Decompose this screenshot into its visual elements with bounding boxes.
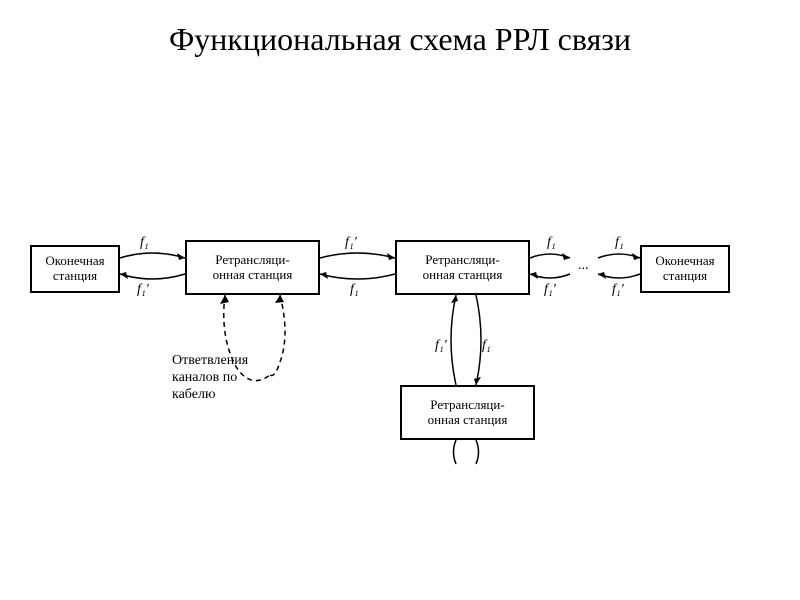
- node-relay-1: Ретрансляци-онная станция: [185, 240, 320, 295]
- branch-annotation: Ответвленияканалов покабелю: [172, 353, 248, 403]
- ellipsis: ...: [578, 258, 589, 274]
- freq-l2-top: f₁′: [345, 235, 357, 251]
- diagram-svg: [0, 0, 800, 600]
- node-relay-2: Ретрансляци-онная станция: [395, 240, 530, 295]
- freq-l4-bot: f₁′: [612, 282, 624, 298]
- freq-l3-top: f₁: [547, 235, 556, 251]
- node-terminal-right: Оконечнаястанция: [640, 245, 730, 293]
- freq-l3-bot: f₁′: [544, 282, 556, 298]
- node-terminal-left: Оконечнаястанция: [30, 245, 120, 293]
- freq-l4-top: f₁: [615, 235, 624, 251]
- freq-v1-right: f₁: [482, 338, 491, 354]
- freq-l1-top: f₁: [140, 235, 149, 251]
- freq-v1-left: f₁′: [435, 338, 447, 354]
- node-relay-3: Ретрансляци-онная станция: [400, 385, 535, 440]
- freq-l2-bot: f₁: [350, 282, 359, 298]
- freq-l1-bot: f₁′: [137, 282, 149, 298]
